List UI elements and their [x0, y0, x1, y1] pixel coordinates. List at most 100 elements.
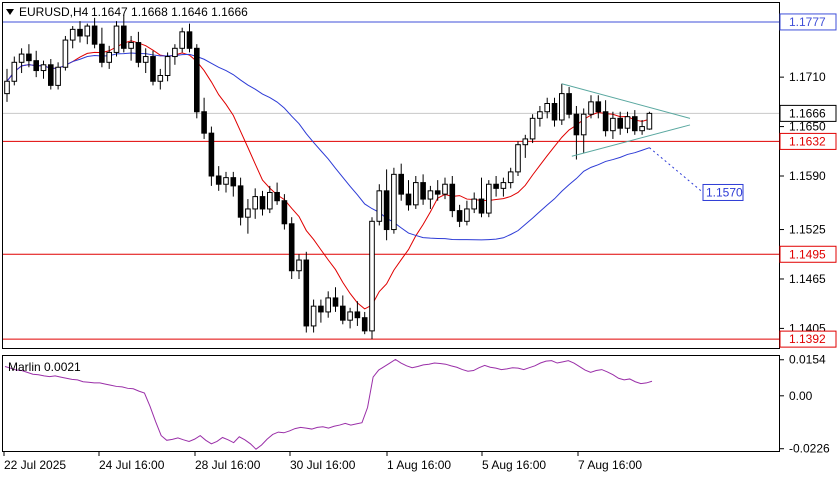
candle-body-bearish	[332, 297, 339, 307]
price-panel-border	[2, 2, 780, 349]
candle	[391, 167, 397, 234]
candle-body-bullish	[62, 39, 69, 68]
candle-body-bullish	[529, 117, 536, 140]
level-label-box	[779, 13, 837, 31]
candle-body-bullish	[55, 66, 61, 86]
candle-body-bearish	[274, 191, 280, 202]
candle-body-bullish	[347, 311, 353, 321]
candle	[580, 108, 587, 153]
price-tick-label: 1.1465	[789, 272, 826, 286]
candle	[237, 177, 244, 226]
candle-body-bullish	[106, 51, 113, 63]
time-tick-label: 28 Jul 16:00	[195, 458, 261, 472]
candle-body-bullish	[610, 117, 616, 132]
time-tick-label: 30 Jul 16:00	[290, 458, 356, 472]
time-tick-label: 24 Jul 16:00	[99, 458, 165, 472]
candle-body-bearish	[99, 43, 105, 63]
ohlc-label: 1.1647 1.1668 1.1646 1.1666	[91, 5, 248, 19]
candle-body-bullish	[413, 182, 419, 206]
candle-body-bearish	[478, 198, 485, 214]
candle-body-bearish	[318, 305, 324, 313]
candle-body-bullish	[223, 177, 229, 185]
candle	[602, 100, 609, 137]
candle-body-bearish	[434, 190, 441, 195]
candle	[164, 52, 171, 82]
candle-body-bullish	[113, 25, 120, 53]
candle-body-bearish	[551, 103, 558, 121]
candle	[471, 192, 477, 214]
triangle-layer	[561, 83, 691, 157]
candle	[259, 190, 266, 216]
candle-body-bearish	[150, 56, 156, 82]
candle-body-bullish	[515, 144, 521, 173]
candle-body-bearish	[303, 259, 310, 327]
candle-body-bullish	[391, 173, 397, 231]
candle	[610, 111, 616, 139]
collapse-triangle-icon[interactable]	[6, 9, 14, 15]
blue-moving-average	[6, 52, 650, 241]
candle	[639, 119, 645, 135]
price-tick-label: 1.1590	[789, 169, 826, 183]
price-tick-label: 1.1650	[789, 120, 826, 134]
candle	[18, 48, 25, 74]
candle	[113, 21, 120, 57]
candle	[230, 171, 237, 197]
candle	[318, 299, 324, 323]
candle-body-bearish	[602, 111, 609, 132]
candle-body-bullish	[580, 113, 587, 136]
candle-body-bullish	[639, 126, 645, 132]
candle	[507, 167, 514, 189]
candle	[62, 35, 69, 71]
candle-body-bearish	[493, 183, 499, 189]
candle	[361, 311, 368, 335]
candle	[340, 295, 346, 325]
candle	[566, 87, 572, 119]
candle	[544, 97, 551, 119]
candle	[179, 27, 185, 53]
candle	[172, 44, 178, 65]
candle-body-bullish	[18, 53, 25, 63]
level-label-box	[779, 245, 837, 263]
candle-body-bearish	[420, 182, 426, 200]
candle-body-bullish	[500, 182, 507, 189]
indicator-tick-label: -0.0226	[789, 442, 830, 456]
candle-body-bullish	[325, 297, 331, 313]
candle	[84, 23, 91, 45]
candle	[434, 180, 441, 201]
candle	[456, 204, 463, 228]
candle-body-bearish	[48, 64, 54, 86]
candle-body-bearish	[135, 42, 142, 63]
symbol-label: EURUSD,H4	[19, 5, 89, 19]
candle	[208, 126, 215, 186]
candle	[354, 301, 361, 326]
candle	[413, 176, 419, 209]
candle	[537, 105, 543, 127]
candle-body-bullish	[142, 56, 149, 63]
candle	[186, 23, 193, 53]
candle	[595, 95, 602, 119]
candle-body-bearish	[449, 183, 456, 212]
indicator-tick-label: 0.00	[789, 389, 813, 403]
candle	[215, 166, 222, 191]
candle-body-bullish	[588, 101, 594, 115]
candle	[4, 68, 10, 102]
candle	[646, 111, 653, 130]
candle	[99, 27, 105, 68]
candle	[449, 176, 456, 218]
candle	[245, 199, 251, 234]
candle-body-bearish	[91, 25, 98, 45]
candle	[500, 177, 507, 197]
candle-body-bullish	[646, 112, 653, 130]
candle-body-bullish	[179, 31, 185, 49]
candle	[405, 180, 412, 211]
level-labels-layer: 1.1666 1.1777 1.1632 1.1495 1.1392 1.1570	[702, 13, 837, 348]
candle	[69, 26, 76, 49]
indicator-tick-label: 0.0154	[789, 353, 826, 367]
indicator-panel-border	[2, 355, 780, 452]
candle	[478, 177, 485, 218]
current-price-label: 1.1666	[789, 106, 826, 120]
candle	[303, 251, 310, 333]
level-label-box	[779, 132, 837, 150]
price-tick-label: 1.1525	[789, 223, 826, 237]
